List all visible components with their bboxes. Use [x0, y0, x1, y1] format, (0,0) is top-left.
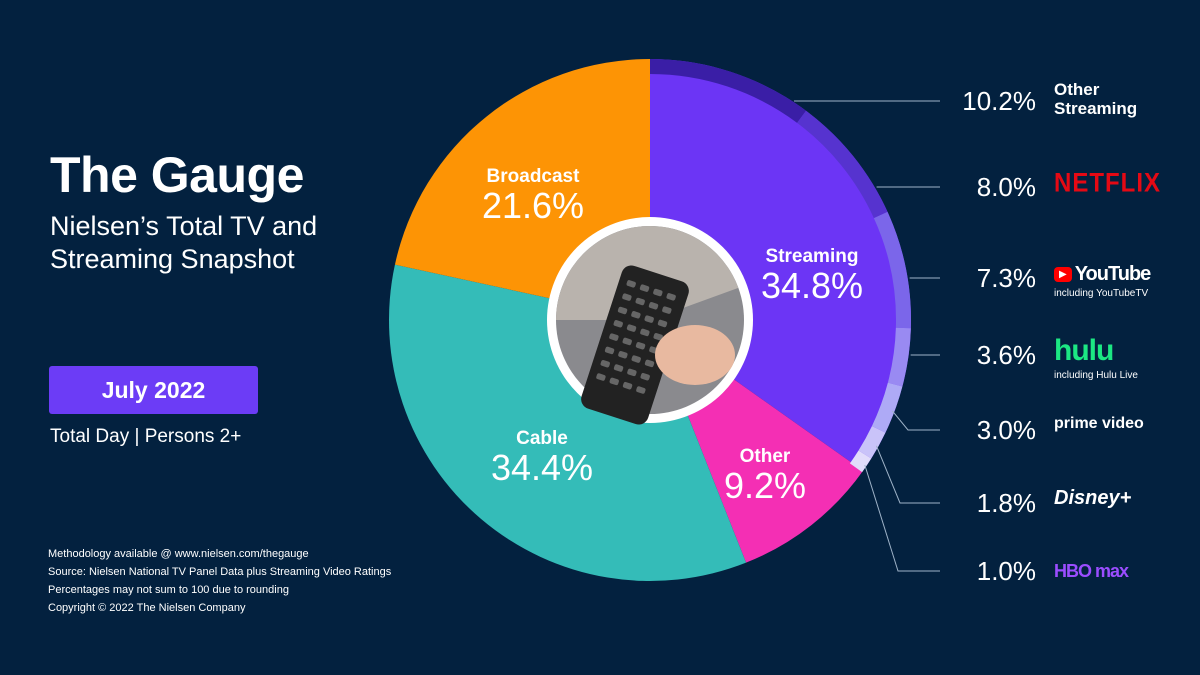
service-name: NETFLIX	[1054, 168, 1161, 199]
month-badge: July 2022	[49, 366, 258, 414]
note-rounding: Percentages may not sum to 100 due to ro…	[48, 584, 289, 596]
leader-line	[864, 464, 940, 572]
page-subtitle: Nielsen’s Total TV and Streaming Snapsho…	[50, 211, 318, 274]
streaming-share-value: 3.0%	[976, 415, 1036, 445]
remote-control-photo	[556, 225, 744, 425]
streaming-share-value: 8.0%	[976, 172, 1036, 202]
slice-value-label: 21.6%	[482, 185, 584, 226]
page-title: The Gauge	[50, 147, 304, 203]
slice-value-label: 9.2%	[724, 465, 806, 506]
streaming-ring-segment	[650, 59, 807, 123]
streaming-share-value: 1.8%	[976, 488, 1036, 518]
leader-line	[891, 410, 940, 431]
streaming-ring-segment	[849, 450, 872, 473]
service-name: YouTube	[1074, 263, 1152, 285]
note-copyright: Copyright © 2022 The Nielsen Company	[48, 602, 246, 614]
leader-line	[875, 445, 940, 504]
slice-value-label: 34.8%	[761, 265, 863, 306]
slice-value-label: 34.4%	[491, 447, 593, 488]
streaming-service-youtube: ▶ YouTube including YouTubeTV	[1054, 263, 1152, 299]
service-subtitle: including Hulu Live	[1054, 370, 1138, 381]
streaming-ring-segment	[873, 211, 911, 329]
streaming-ring-segment	[858, 426, 886, 459]
streaming-ring-segment	[871, 382, 903, 433]
slice-name-label: Streaming	[766, 246, 859, 267]
streaming-service-disney-: Disney+	[1054, 487, 1131, 510]
youtube-play-icon: ▶	[1054, 267, 1072, 282]
service-name: prime video	[1054, 415, 1144, 432]
slice-name-label: Other	[740, 446, 791, 467]
service-name: Disney+	[1054, 487, 1132, 509]
streaming-share-value: 7.3%	[976, 263, 1036, 293]
streaming-share-value: 1.0%	[976, 556, 1036, 586]
streaming-service-netflix: NETFLIX	[1054, 168, 1161, 199]
streaming-service-prime-video: prime video	[1054, 415, 1144, 433]
service-name: HBO max	[1054, 561, 1129, 581]
scope-label: Total Day | Persons 2+	[50, 426, 242, 447]
service-name: hulu	[1054, 334, 1114, 367]
streaming-service-other-streaming: Other Streaming	[1054, 80, 1154, 119]
streaming-share-value: 3.6%	[976, 340, 1036, 370]
streaming-ring-segment	[797, 110, 888, 219]
service-name: Other Streaming	[1054, 80, 1138, 118]
streaming-ring-segment	[887, 327, 911, 387]
note-source: Source: Nielsen National TV Panel Data p…	[48, 566, 392, 578]
streaming-service-hbo-max: HBO max	[1054, 561, 1129, 582]
service-subtitle: including YouTubeTV	[1054, 288, 1149, 299]
footnotes: Methodology available @ www.nielsen.com/…	[48, 545, 391, 617]
note-methodology: Methodology available @ www.nielsen.com/…	[48, 548, 309, 560]
slice-name-label: Broadcast	[487, 166, 581, 187]
slice-name-label: Cable	[516, 428, 568, 449]
streaming-share-value: 10.2%	[962, 86, 1036, 116]
streaming-service-hulu: hulu including Hulu Live	[1054, 334, 1138, 381]
